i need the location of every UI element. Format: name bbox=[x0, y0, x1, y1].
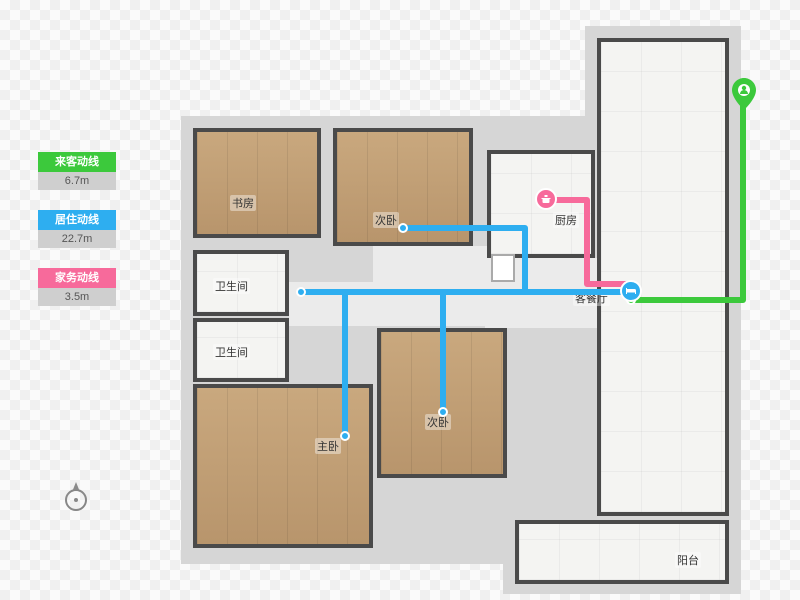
legend-label-house: 家务动线 bbox=[38, 268, 116, 288]
entry-pin bbox=[732, 78, 756, 110]
room-label-bed2a: 次卧 bbox=[373, 212, 399, 228]
legend-value-guest: 6.7m bbox=[38, 172, 116, 190]
legend-label-living: 居住动线 bbox=[38, 210, 116, 230]
legend-item-living: 居住动线 22.7m bbox=[38, 210, 116, 248]
room-label-master: 主卧 bbox=[315, 438, 341, 454]
legend: 来客动线 6.7m 居住动线 22.7m 家务动线 3.5m bbox=[38, 152, 116, 326]
legend-item-guest: 来客动线 6.7m bbox=[38, 152, 116, 190]
room-label-bath1: 卫生间 bbox=[213, 278, 250, 294]
floorplan: 书房次卧厨房卫生间卫生间主卧次卧客餐厅阳台 bbox=[155, 20, 785, 590]
legend-label-guest: 来客动线 bbox=[38, 152, 116, 172]
room-label-balcony: 阳台 bbox=[675, 552, 701, 568]
path-marker bbox=[535, 188, 557, 210]
room-bed2a bbox=[333, 128, 473, 246]
legend-value-house: 3.5m bbox=[38, 288, 116, 306]
room-label-bath2: 卫生间 bbox=[213, 344, 250, 360]
compass-icon bbox=[60, 480, 92, 512]
path-marker bbox=[620, 280, 642, 302]
room-label-kitchen: 厨房 bbox=[553, 212, 579, 228]
legend-value-living: 22.7m bbox=[38, 230, 116, 248]
room-master bbox=[193, 384, 373, 548]
room-label-bed2b: 次卧 bbox=[425, 414, 451, 430]
room-bed2b bbox=[377, 328, 507, 478]
room-label-living: 客餐厅 bbox=[573, 290, 610, 306]
legend-item-house: 家务动线 3.5m bbox=[38, 268, 116, 306]
room-label-study: 书房 bbox=[230, 195, 256, 211]
room-living bbox=[597, 38, 729, 516]
corridor bbox=[373, 246, 487, 286]
room-study bbox=[193, 128, 321, 238]
fixture bbox=[491, 254, 515, 282]
